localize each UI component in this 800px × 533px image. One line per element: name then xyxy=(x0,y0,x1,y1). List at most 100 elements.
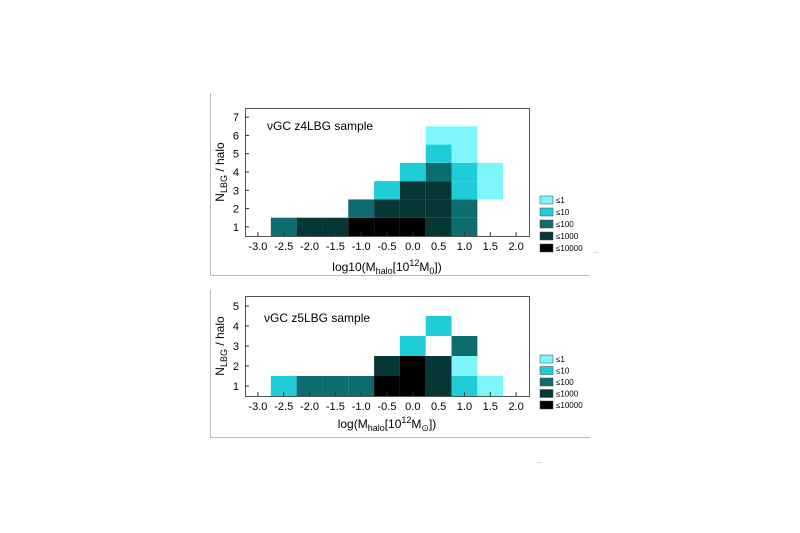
legend-label: ≤10 xyxy=(556,208,570,217)
legend-label: ≤100 xyxy=(556,220,574,229)
y-tick-label: 1 xyxy=(233,381,239,393)
x-tick-label: -0.5 xyxy=(378,241,397,253)
x-tick-label: 0.5 xyxy=(431,241,446,253)
heatmap-cell xyxy=(425,181,452,200)
x-tick-label: -1.0 xyxy=(352,401,371,413)
y-tick-label: 5 xyxy=(233,301,239,313)
y-tick-label: 3 xyxy=(233,341,239,353)
x-tick-label: 1.0 xyxy=(457,241,472,253)
chart-title: νGC z4LBG sample xyxy=(267,119,373,133)
x-tick-label: 1.0 xyxy=(457,401,472,413)
x-tick-label: -2.5 xyxy=(274,401,293,413)
x-tick-label: 1.5 xyxy=(483,241,498,253)
x-tick-label: 0.0 xyxy=(405,241,420,253)
x-tick-label: -2.0 xyxy=(300,241,319,253)
heatmap-cell xyxy=(451,336,478,356)
x-tick-label: -3.0 xyxy=(248,401,267,413)
heatmap-cell xyxy=(399,356,426,376)
heatmap-cell xyxy=(374,376,400,396)
x-axis-label: log10(Mhalo[1012M0]) xyxy=(332,258,441,276)
legend: ≤1 ≤10 ≤100 ≤1000 ≤10000 xyxy=(539,354,583,410)
heatmap-cell xyxy=(451,144,478,163)
heatmap-cell xyxy=(451,126,478,145)
heatmap-cell xyxy=(425,162,452,182)
legend-label: ≤10 xyxy=(556,367,570,376)
legend: ≤1 ≤10 ≤100 ≤1000 ≤10000 xyxy=(539,195,583,253)
legend-swatch xyxy=(539,400,554,410)
y-tick-label: 4 xyxy=(233,167,239,179)
heatmap-panel-z5: -3.0 -2.5 -2.0 -1.5 -1.0 -0.5 0.0 0.5 1.0 1.5 2.0 1… xyxy=(213,296,583,433)
legend-label: ≤100 xyxy=(556,378,574,387)
heatmap-cell xyxy=(348,217,375,236)
heatmap-cell xyxy=(399,217,426,236)
legend-label: ≤10000 xyxy=(556,244,583,253)
heatmap-cell xyxy=(399,181,426,200)
y-axis-label: NLBG / halo xyxy=(213,316,229,376)
heatmap-cell xyxy=(451,217,478,236)
legend-swatch xyxy=(539,243,554,253)
y-tick-label: 3 xyxy=(233,185,239,197)
x-tick-label: -2.0 xyxy=(300,401,319,413)
heatmap-cell xyxy=(374,217,400,236)
x-tick-label: -0.5 xyxy=(378,401,397,413)
heatmap-cell xyxy=(425,126,452,145)
x-tick-label: -1.0 xyxy=(352,241,371,253)
legend-swatch xyxy=(539,389,554,398)
x-axis-label: log(Mhalo[1012M⊙]) xyxy=(338,415,437,433)
heatmap-cell xyxy=(425,144,452,163)
heatmap-cell xyxy=(296,376,323,396)
heatmap-cell xyxy=(374,199,400,218)
heatmap-cell xyxy=(425,199,452,218)
heatmap-cell xyxy=(270,376,297,396)
chart-title: νGC z5LBG sample xyxy=(264,311,370,325)
heatmap-cell xyxy=(322,217,349,236)
heatmap-cell xyxy=(348,376,375,396)
legend-swatch xyxy=(539,207,554,217)
heatmap-cell xyxy=(374,181,400,200)
heatmap-cell xyxy=(322,376,349,396)
legend-swatch xyxy=(539,231,554,241)
heatmap-cell xyxy=(451,162,478,182)
y-tick-label: 6 xyxy=(233,130,239,142)
heatmap-cell xyxy=(451,376,478,396)
heatmap-cell xyxy=(451,181,478,200)
y-tick-label: 2 xyxy=(233,361,239,373)
heatmap-cell xyxy=(425,217,452,236)
y-tick-label: 7 xyxy=(233,112,239,124)
heatmap-cell xyxy=(399,162,426,182)
x-tick-label: 2.0 xyxy=(508,401,523,413)
y-tick-label: 5 xyxy=(233,149,239,161)
heatmap-cell xyxy=(477,181,504,200)
heatmap-cell xyxy=(399,199,426,218)
x-tick-label: 0.0 xyxy=(405,401,420,413)
legend-swatch xyxy=(539,354,554,364)
heatmap-cell xyxy=(348,199,375,218)
heatmap-cell xyxy=(399,336,426,356)
legend-label: ≤10000 xyxy=(556,401,583,410)
heatmap-cell xyxy=(451,199,478,218)
legend-swatch xyxy=(539,377,554,387)
y-tick-label: 1 xyxy=(233,222,239,234)
heatmap-cell xyxy=(270,217,297,236)
x-tick-label: -1.5 xyxy=(326,401,345,413)
x-tick-label: 0.5 xyxy=(431,401,446,413)
x-tick-label: -3.0 xyxy=(248,241,267,253)
heatmap-cell xyxy=(425,316,452,336)
x-tick-label: 2.0 xyxy=(508,241,523,253)
legend-swatch xyxy=(539,195,554,205)
heatmap-cell xyxy=(477,162,504,182)
heatmap-cell xyxy=(477,376,504,396)
heatmap-cell xyxy=(374,356,400,376)
x-tick-label: -2.5 xyxy=(274,241,293,253)
heatmap-cell xyxy=(296,217,323,236)
y-tick-label: 2 xyxy=(233,204,239,216)
legend-label: ≤1 xyxy=(556,355,565,364)
heatmap-cell xyxy=(425,356,452,376)
y-axis-label: NLBG / halo xyxy=(213,142,229,202)
heatmap-cell xyxy=(425,376,452,396)
x-tick-label: 1.5 xyxy=(483,401,498,413)
heatmap-cell xyxy=(451,356,478,376)
legend-label: ≤1000 xyxy=(556,390,579,399)
heatmap-cell xyxy=(399,376,426,396)
